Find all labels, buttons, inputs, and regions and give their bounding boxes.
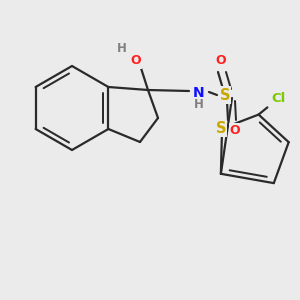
Text: O: O [230, 124, 240, 136]
Text: S: S [216, 121, 226, 136]
Text: Cl: Cl [271, 92, 286, 105]
Text: S: S [220, 88, 230, 103]
Text: O: O [131, 55, 141, 68]
Text: H: H [194, 98, 204, 112]
Text: N: N [193, 86, 205, 100]
Text: O: O [216, 55, 226, 68]
Text: H: H [117, 43, 127, 56]
